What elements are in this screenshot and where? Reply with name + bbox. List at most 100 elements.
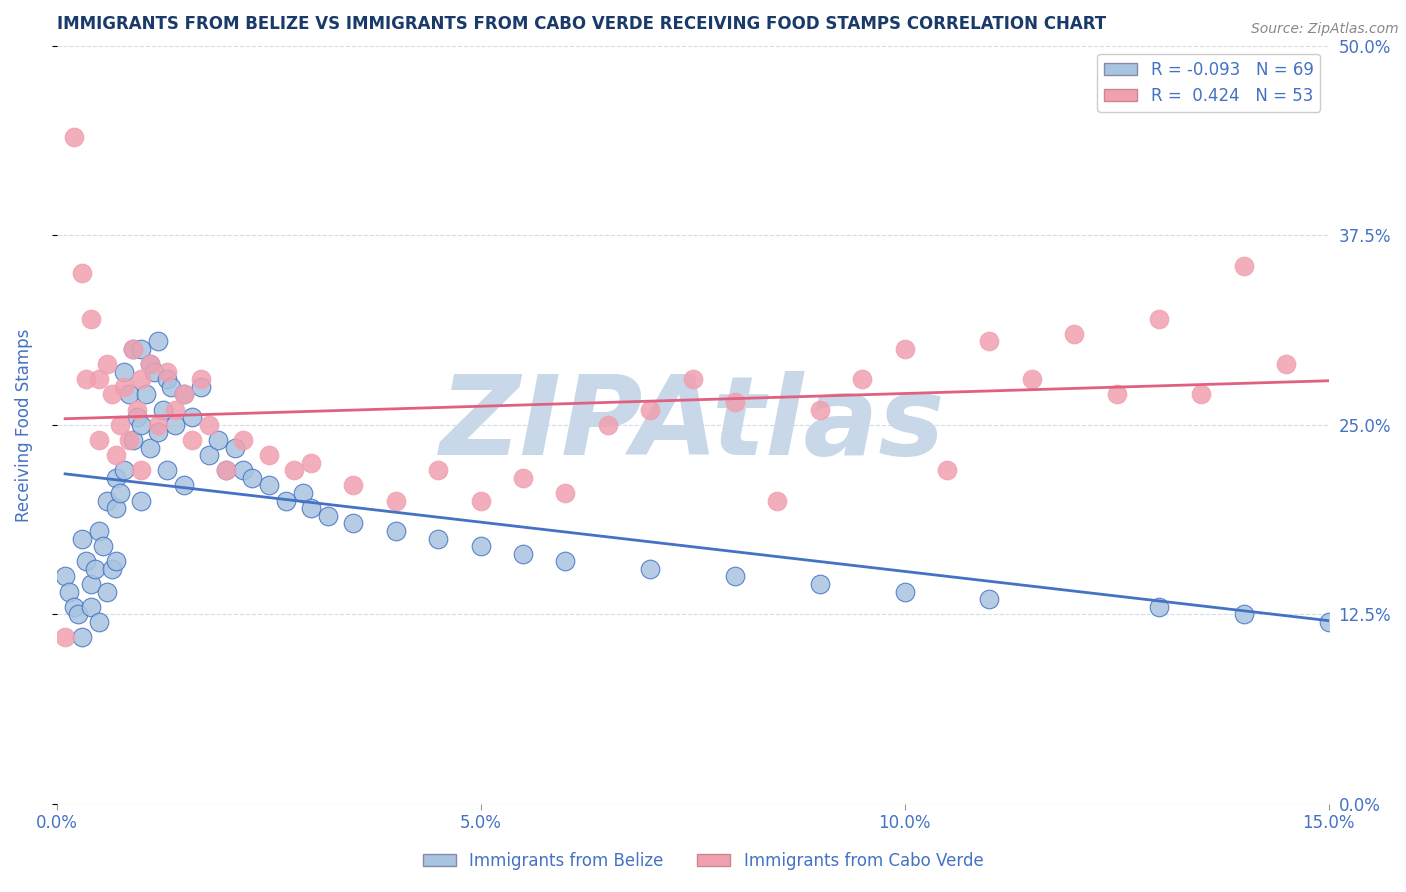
Point [554, 554, 576, 568]
Point [1233, 607, 1256, 622]
Point [156, 463, 179, 477]
Point [100, 562, 122, 576]
Point [91, 539, 114, 553]
Point [470, 539, 492, 553]
Point [160, 380, 183, 394]
Point [148, 334, 170, 349]
Point [1191, 387, 1213, 401]
Point [181, 410, 204, 425]
Point [87, 615, 110, 629]
Point [979, 334, 1001, 349]
Point [1147, 599, 1170, 614]
Point [165, 417, 187, 432]
Point [808, 577, 831, 591]
Point [122, 342, 145, 356]
Point [724, 395, 747, 409]
Point [257, 478, 280, 492]
Point [766, 493, 789, 508]
Point [385, 493, 408, 508]
Point [75, 372, 97, 386]
Point [808, 402, 831, 417]
Point [70, 630, 93, 644]
Point [62, 129, 84, 144]
Point [291, 486, 314, 500]
Point [512, 471, 534, 485]
Point [638, 402, 661, 417]
Point [198, 448, 221, 462]
Point [62, 599, 84, 614]
Text: IMMIGRANTS FROM BELIZE VS IMMIGRANTS FROM CABO VERDE RECEIVING FOOD STAMPS CORRE: IMMIGRANTS FROM BELIZE VS IMMIGRANTS FRO… [56, 15, 1105, 33]
Point [342, 516, 364, 531]
Point [118, 433, 141, 447]
Point [851, 372, 873, 386]
Point [198, 417, 221, 432]
Point [385, 524, 408, 538]
Point [1105, 387, 1128, 401]
Point [100, 387, 122, 401]
Point [156, 365, 179, 379]
Point [127, 410, 149, 425]
Point [83, 562, 105, 576]
Point [135, 387, 157, 401]
Point [104, 471, 127, 485]
Point [979, 592, 1001, 607]
Legend: R = -0.093   N = 69, R =  0.424   N = 53: R = -0.093 N = 69, R = 0.424 N = 53 [1098, 54, 1320, 112]
Point [139, 441, 162, 455]
Y-axis label: Receiving Food Stamps: Receiving Food Stamps [15, 328, 32, 522]
Legend: Immigrants from Belize, Immigrants from Cabo Verde: Immigrants from Belize, Immigrants from … [416, 846, 990, 877]
Point [1233, 259, 1256, 273]
Point [104, 554, 127, 568]
Point [1147, 311, 1170, 326]
Point [114, 380, 136, 394]
Point [96, 584, 118, 599]
Point [682, 372, 704, 386]
Point [181, 433, 204, 447]
Point [156, 372, 179, 386]
Point [143, 365, 166, 379]
Point [114, 463, 136, 477]
Point [131, 463, 153, 477]
Point [215, 463, 238, 477]
Point [87, 524, 110, 538]
Point [104, 448, 127, 462]
Point [724, 569, 747, 583]
Point [114, 365, 136, 379]
Point [53, 569, 76, 583]
Point [75, 554, 97, 568]
Point [110, 417, 132, 432]
Point [470, 493, 492, 508]
Point [70, 532, 93, 546]
Point [893, 584, 915, 599]
Point [131, 342, 153, 356]
Point [118, 387, 141, 401]
Point [190, 372, 212, 386]
Point [131, 493, 153, 508]
Point [232, 433, 254, 447]
Text: ZIPAtlas: ZIPAtlas [440, 371, 945, 478]
Point [152, 402, 174, 417]
Point [148, 417, 170, 432]
Point [893, 342, 915, 356]
Point [1275, 357, 1298, 371]
Point [96, 493, 118, 508]
Point [122, 433, 145, 447]
Point [131, 417, 153, 432]
Point [299, 501, 322, 516]
Point [127, 402, 149, 417]
Point [427, 532, 450, 546]
Point [87, 372, 110, 386]
Point [274, 493, 297, 508]
Point [427, 463, 450, 477]
Point [257, 448, 280, 462]
Point [70, 266, 93, 280]
Point [104, 501, 127, 516]
Point [596, 417, 619, 432]
Point [342, 478, 364, 492]
Point [122, 342, 145, 356]
Point [1021, 372, 1043, 386]
Point [79, 311, 101, 326]
Point [554, 486, 576, 500]
Point [165, 402, 187, 417]
Point [53, 630, 76, 644]
Point [173, 387, 195, 401]
